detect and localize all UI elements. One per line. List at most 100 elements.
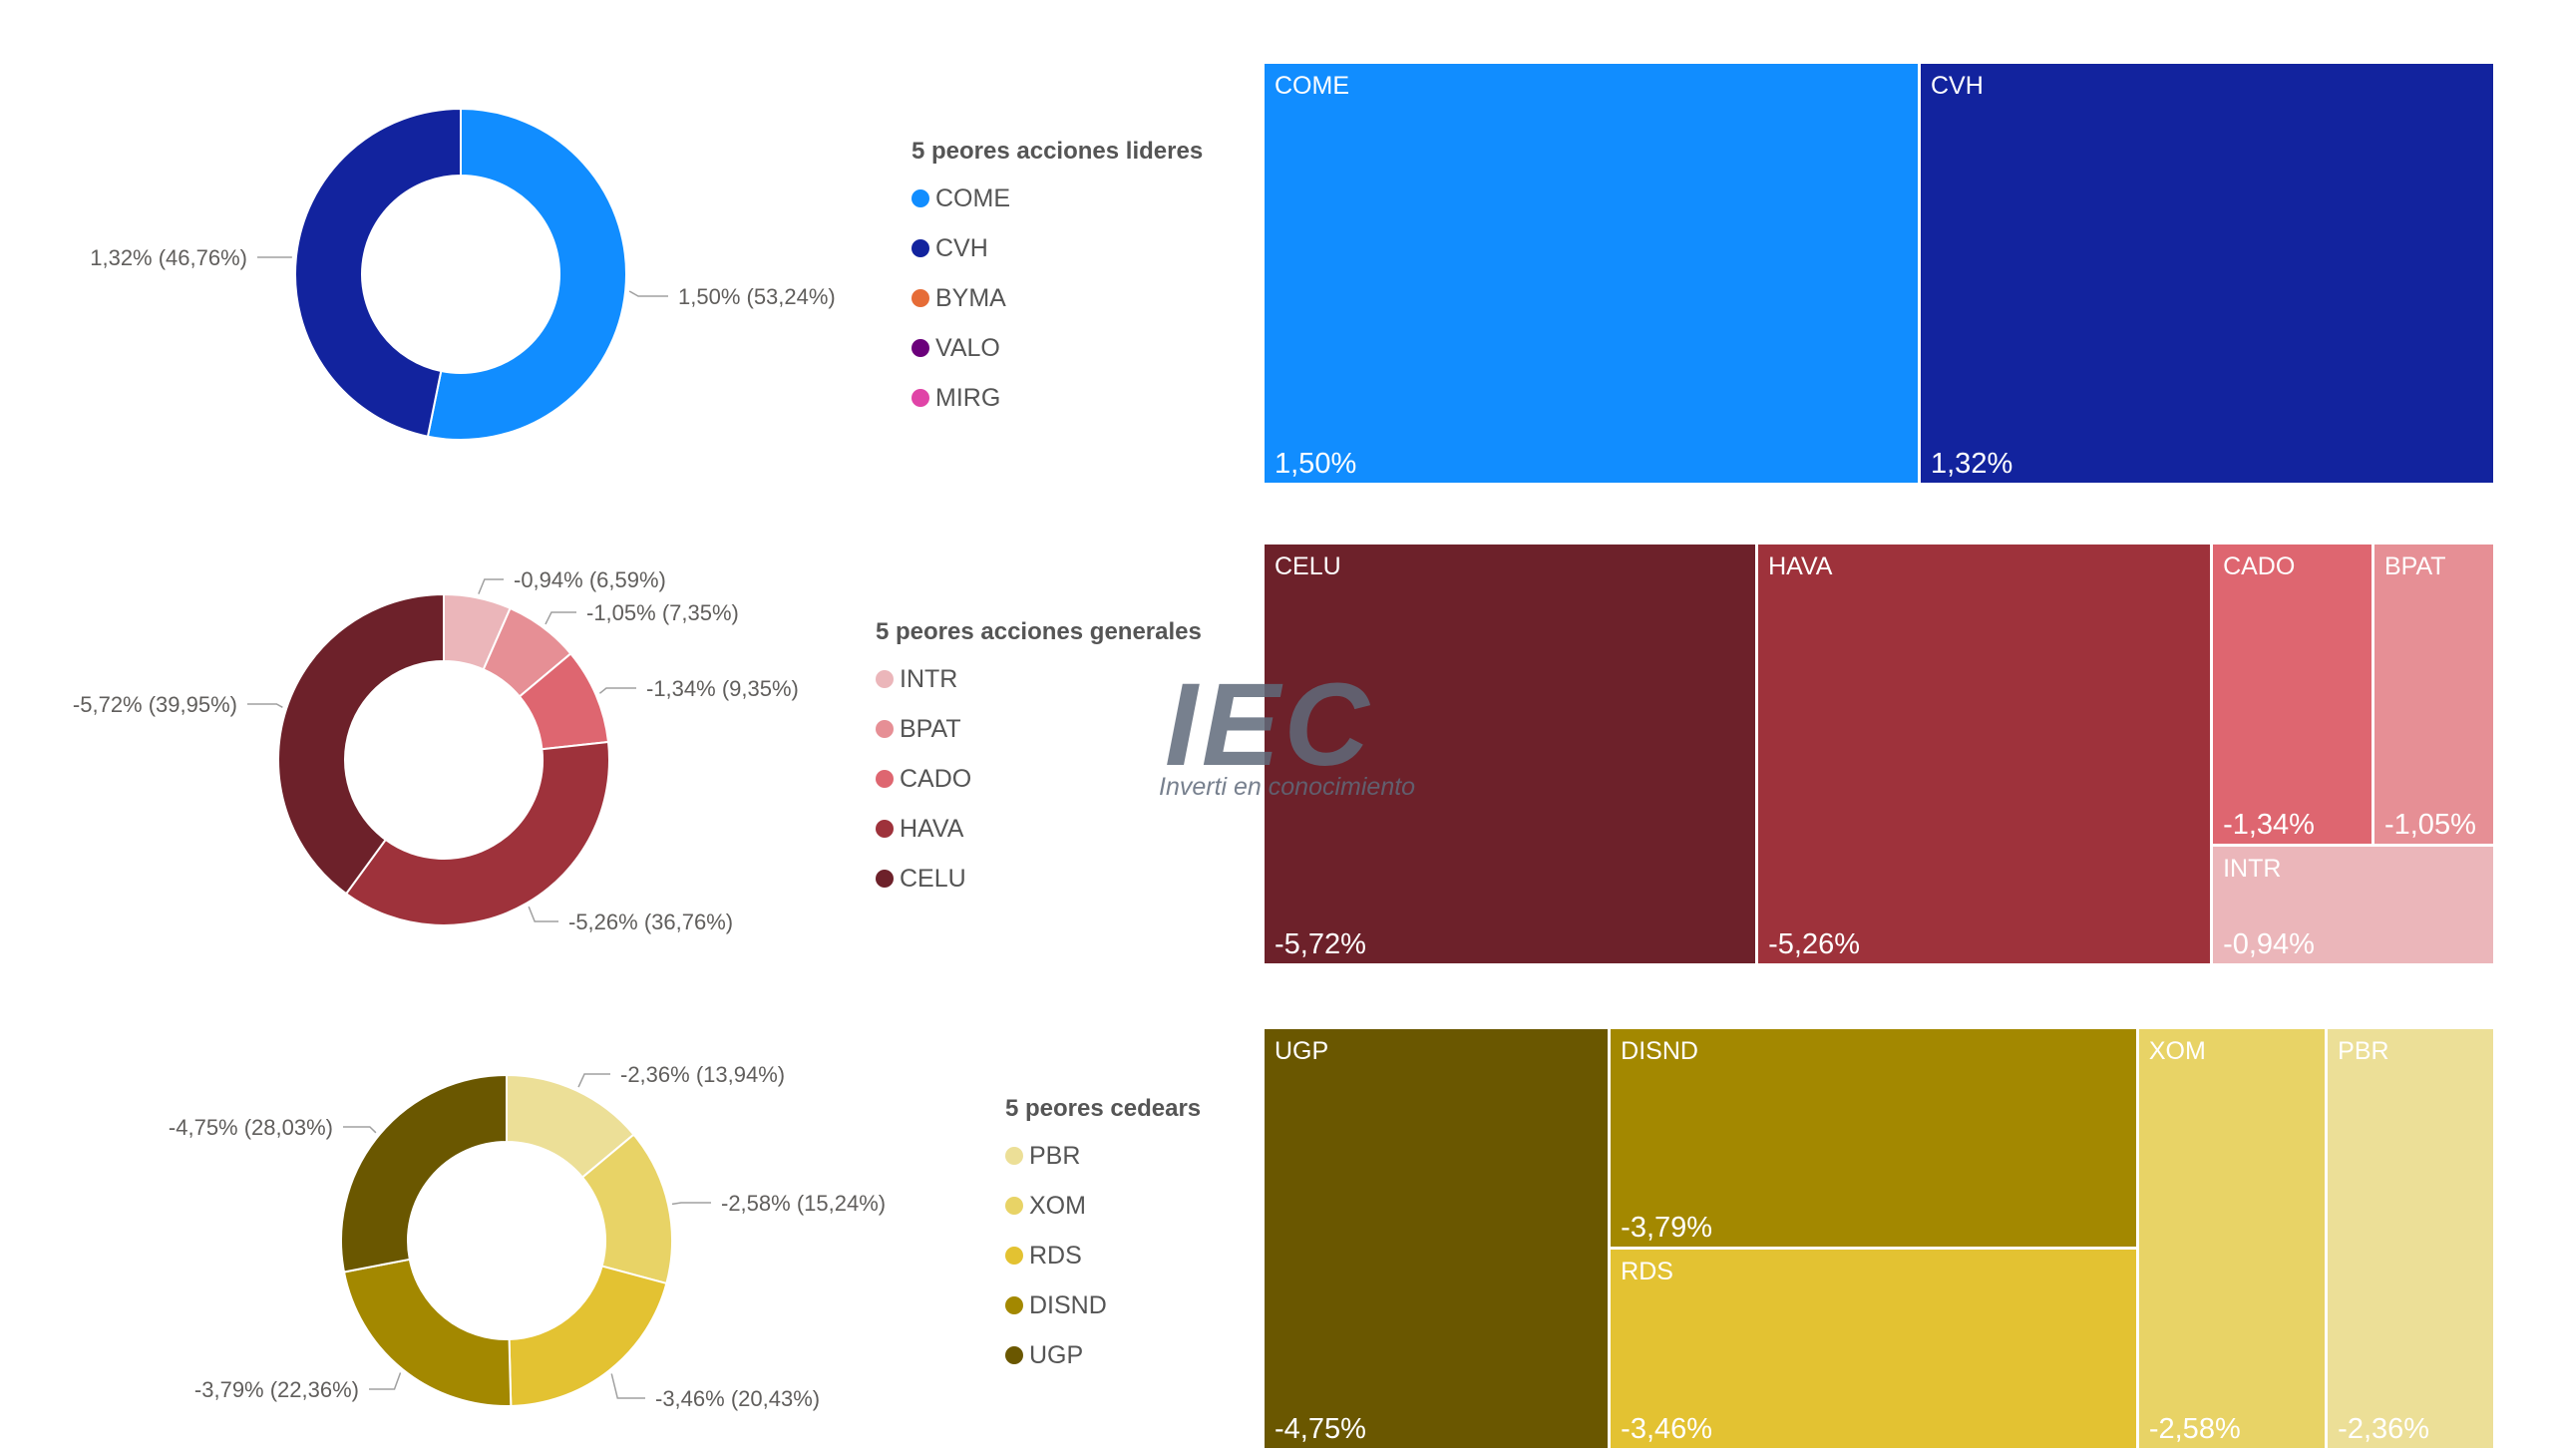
tile-value: 1,32% [1931,448,2013,480]
leader-line [545,611,576,625]
legend-item-pbr[interactable]: PBR [1005,1131,1201,1181]
legend-marker [1005,1346,1023,1364]
leader-line [671,1202,711,1206]
treemap-tile-rds[interactable]: RDS -3,46% [1611,1249,2136,1448]
legend-generales: 5 peores acciones generales INTR BPAT CADO… [876,618,1202,904]
donut-slice-disnd[interactable] [342,1258,513,1407]
treemap-tile-pbr[interactable]: PBR -2,36% [2328,1029,2493,1448]
treemap-tile-disnd[interactable]: DISND -3,79% [1611,1029,2136,1247]
tile-value: -1,34% [2223,808,2315,841]
legend-item-cado[interactable]: CADO [876,754,1202,804]
treemap-tile-cvh[interactable]: CVH 1,32% [1921,64,2493,483]
tile-label: XOM [2148,1037,2206,1065]
leader-line [628,290,668,297]
legend-marker [912,189,929,207]
legend-title: 5 peores acciones lideres [912,138,1204,165]
donut-slice-cvh[interactable] [294,107,462,438]
legend-marker [1005,1296,1023,1314]
legend-label: MIRG [935,383,1001,412]
legend-label: COME [935,183,1010,212]
treemap-tile-hava[interactable]: HAVA -5,26% [1758,545,2211,963]
section-generales: -0,94% (6,59%) -1,05% (7,35%) -1,34% (9,35… [0,499,2553,977]
legend-item-hava[interactable]: HAVA [876,804,1202,854]
tile-value: -2,36% [2338,1413,2430,1445]
donut-slice-come[interactable] [426,107,627,441]
legend-items: COME CVH BYMA VALO MIRG [912,174,1203,423]
legend-label: CELU [900,864,966,893]
treemap-tile-intr[interactable]: INTR -0,94% [2213,846,2493,963]
legend-label: RDS [1029,1241,1082,1270]
leader-line [369,1372,402,1390]
donut-slice-ugp[interactable] [340,1073,508,1274]
donut-slice-celu[interactable] [277,592,445,896]
slice-data-label: -2,58% (15,24%) [721,1191,886,1216]
donut-slice-hava[interactable] [344,740,610,926]
tile-label: CELU [1275,552,1341,580]
legend-label: DISND [1029,1290,1107,1319]
legend-item-intr[interactable]: INTR [876,654,1202,704]
treemap-lideres[interactable]: COME 1,50% CVH 1,32% [1265,64,2496,486]
treemap-tile-bpat[interactable]: BPAT -1,05% [2373,545,2493,844]
slice-data-label: -1,05% (7,35%) [586,600,739,625]
treemap-tile-celu[interactable]: CELU -5,72% [1265,545,1756,963]
tile-value: -5,72% [1275,928,1366,960]
legend-item-bpat[interactable]: BPAT [876,704,1202,754]
tile-label: COME [1275,72,1349,100]
legend-item-come[interactable]: COME [912,174,1203,223]
donut-chart-generales[interactable]: -0,94% (6,59%) -1,05% (7,35%) -1,34% (9,35… [0,499,997,977]
leader-line [577,1073,610,1088]
tile-label: DISND [1621,1037,1698,1065]
tile-label: HAVA [1768,552,1833,580]
tile-value: -2,58% [2148,1413,2241,1445]
tile-label: CADO [2223,552,2296,580]
legend-label: CADO [900,764,972,793]
treemap-tile-ugp[interactable]: UGP -4,75% [1265,1029,1609,1448]
tile-value: -3,46% [1621,1412,1713,1445]
legend-item-celu[interactable]: CELU [876,854,1202,904]
legend-item-disnd[interactable]: DISND [1005,1280,1201,1330]
slice-data-label: 1,50% (53,24%) [678,284,836,309]
legend-label: BPAT [900,714,961,743]
section-lideres: 1,50% (53,24%) 1,32% (46,76%) 5 peores ac… [0,0,2553,499]
legend-item-mirg[interactable]: MIRG [912,373,1203,423]
legend-title: 5 peores acciones generales [876,618,1202,645]
legend-label: PBR [1029,1141,1081,1170]
leader-line [343,1126,377,1134]
leader-line [478,578,504,594]
legend-label: XOM [1029,1191,1086,1220]
legend-item-ugp[interactable]: UGP [1005,1330,1201,1380]
logo-tagline: Inverti en conocimiento [1159,773,1415,801]
legend-marker [876,720,894,738]
slice-data-label: -3,79% (22,36%) [194,1377,359,1402]
legend-item-cvh[interactable]: CVH [912,223,1203,273]
tile-label: UGP [1275,1037,1329,1065]
donut-slice-rds[interactable] [508,1265,668,1407]
treemap-cedears[interactable]: UGP -4,75% DISND -3,79% RDS -3,46% XOM -2,58% PB… [1265,1029,2496,1451]
slice-data-label: -5,26% (36,76%) [568,910,733,934]
iec-logo: IEC Inverti en conocimiento [1159,663,1415,801]
legend-marker [876,670,894,688]
legend-item-rds[interactable]: RDS [1005,1231,1201,1280]
donut-chart-lideres[interactable]: 1,50% (53,24%) 1,32% (46,76%) [0,0,997,499]
leader-line [528,906,558,922]
treemap-generales[interactable]: CELU -5,72% HAVA -5,26% CADO -1,34% BPAT -1,05%… [1265,545,2496,966]
donut-chart-cedears[interactable]: -2,36% (13,94%) -2,58% (15,24%) -3,46% (20… [0,977,997,1456]
tile-value: -5,26% [1768,928,1860,960]
treemap-tile-xom[interactable]: XOM -2,58% [2138,1029,2326,1448]
tile-label: BPAT [2383,552,2446,580]
treemap-tile-come[interactable]: COME 1,50% [1265,64,1918,483]
treemap-tile-cado[interactable]: CADO -1,34% [2213,545,2371,844]
legend-marker [912,389,929,407]
legend-item-xom[interactable]: XOM [1005,1181,1201,1231]
legend-item-valo[interactable]: VALO [912,323,1203,373]
tile-value: -4,75% [1275,1413,1366,1445]
slice-data-label: -1,34% (9,35%) [646,676,799,701]
section-cedears: -2,36% (13,94%) -2,58% (15,24%) -3,46% (20… [0,977,2553,1456]
slice-data-label: 1,32% (46,76%) [90,245,247,270]
legend-marker [876,820,894,838]
tile-label: PBR [2338,1037,2389,1065]
legend-item-byma[interactable]: BYMA [912,273,1203,323]
leader-line [610,1373,645,1399]
leader-line [598,687,636,694]
legend-label: HAVA [900,814,964,843]
